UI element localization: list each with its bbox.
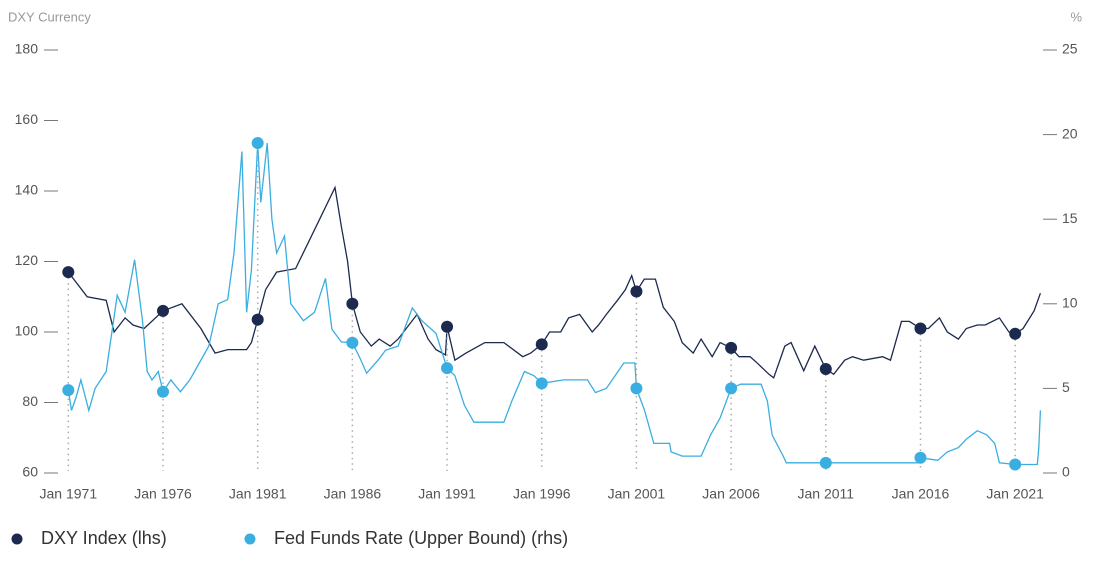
x-tick-label: Jan 2016 xyxy=(892,486,950,502)
marker xyxy=(441,320,454,333)
marker xyxy=(156,385,169,398)
legend-marker xyxy=(11,533,23,545)
marker xyxy=(535,377,548,390)
y2-tick-label: 15 xyxy=(1062,210,1078,226)
x-tick-label: Jan 2011 xyxy=(798,486,855,502)
legend-label: Fed Funds Rate (Upper Bound) (rhs) xyxy=(274,528,568,548)
y2-tick-label: 25 xyxy=(1062,41,1078,57)
legend-label: DXY Index (lhs) xyxy=(41,528,167,548)
y2-tick-label: 10 xyxy=(1062,295,1078,311)
y-tick-label: 180 xyxy=(15,41,39,57)
x-tick-label: Jan 1996 xyxy=(513,486,571,502)
marker xyxy=(819,456,832,469)
marker xyxy=(156,304,169,317)
marker xyxy=(725,382,738,395)
marker xyxy=(819,363,832,376)
y-tick-label: 120 xyxy=(15,252,39,268)
x-tick-label: Jan 1971 xyxy=(40,486,98,502)
y-tick-label: 60 xyxy=(22,464,38,480)
marker xyxy=(914,451,927,464)
y2-tick-label: 0 xyxy=(1062,464,1070,480)
marker xyxy=(441,362,454,375)
marker xyxy=(630,382,643,395)
x-tick-label: Jan 2006 xyxy=(702,486,760,502)
marker xyxy=(1009,327,1022,340)
marker xyxy=(346,336,359,349)
marker xyxy=(535,338,548,351)
marker xyxy=(1009,458,1022,471)
x-tick-label: Jan 1986 xyxy=(324,486,382,502)
x-tick-label: Jan 2001 xyxy=(608,486,666,502)
marker xyxy=(346,297,359,310)
marker xyxy=(251,313,264,326)
marker xyxy=(251,137,264,150)
legend-marker xyxy=(244,533,256,545)
marker xyxy=(62,384,75,397)
y-tick-label: 140 xyxy=(15,182,39,198)
series-line xyxy=(67,143,1042,466)
y-tick-label: 160 xyxy=(15,111,39,127)
marker xyxy=(630,285,643,298)
x-tick-label: Jan 1981 xyxy=(229,486,287,502)
y2-tick-label: 20 xyxy=(1062,125,1078,141)
marker xyxy=(62,266,75,279)
x-tick-label: Jan 1976 xyxy=(134,486,192,502)
x-tick-label: Jan 1991 xyxy=(418,486,476,502)
series-line xyxy=(67,185,1042,379)
y-axis-label: DXY Currency xyxy=(8,9,91,24)
y-tick-label: 80 xyxy=(22,393,38,409)
y2-tick-label: 5 xyxy=(1062,379,1070,395)
marker xyxy=(914,322,927,335)
x-tick-label: Jan 2021 xyxy=(986,486,1044,502)
y-tick-label: 100 xyxy=(15,323,39,339)
y2-axis-label: % xyxy=(1070,9,1082,24)
marker xyxy=(725,341,738,354)
